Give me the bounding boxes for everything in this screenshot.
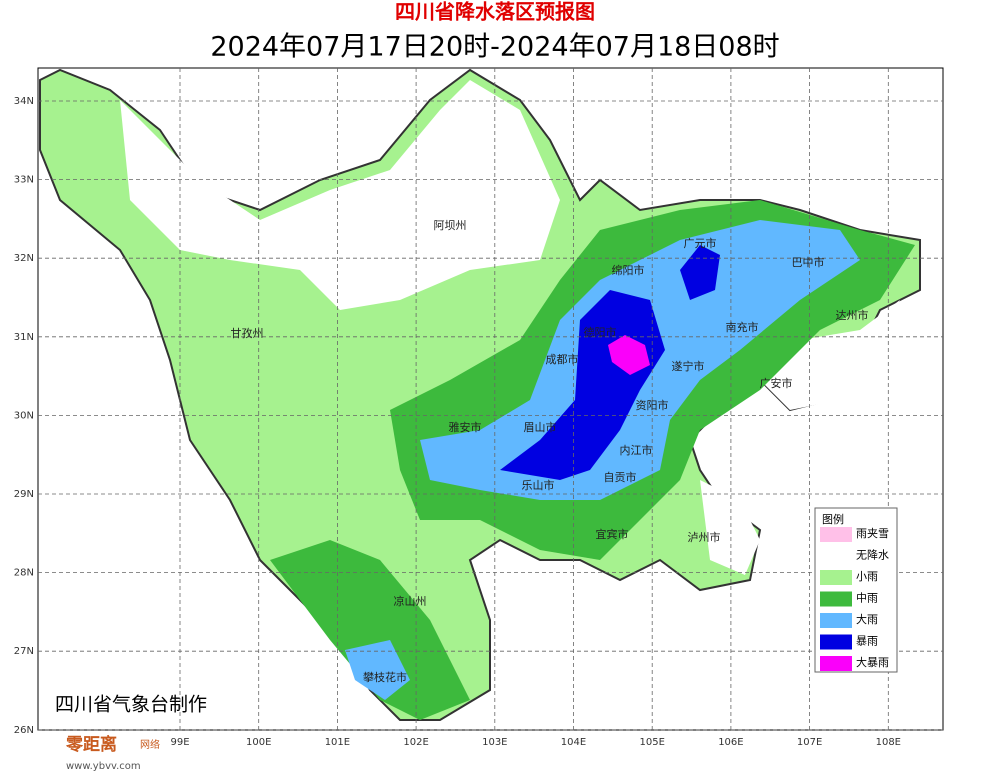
map-shapes bbox=[39, 68, 921, 721]
extreme-rainstorm-area bbox=[608, 335, 650, 375]
legend-label: 无降水 bbox=[856, 548, 889, 562]
place-label: 眉山市 bbox=[524, 420, 557, 434]
graticule: 99E 100E 101E 102E 103E 104E 105E 106E 107E 108E 2… bbox=[14, 68, 943, 748]
place-label: 自贡市 bbox=[604, 470, 637, 484]
legend-swatch bbox=[820, 570, 852, 585]
legend-label: 大雨 bbox=[856, 612, 878, 626]
place-label: 达州市 bbox=[836, 308, 869, 322]
place-label: 甘孜州 bbox=[231, 326, 264, 340]
credit: 四川省气象台制作 bbox=[55, 694, 207, 716]
place-label: 凉山州 bbox=[394, 594, 427, 608]
place-label: 阿坝州 bbox=[434, 218, 467, 232]
x-tick-label: 100E bbox=[246, 737, 271, 748]
y-tick-label: 26N bbox=[14, 725, 34, 736]
legend-swatch bbox=[820, 634, 852, 650]
heavy-rain-area bbox=[345, 640, 410, 700]
watermark-url: www.ybvv.com bbox=[66, 761, 141, 772]
legend-label: 小雨 bbox=[856, 570, 878, 583]
moderate-rain-area bbox=[270, 540, 470, 720]
place-label: 乐山市 bbox=[522, 478, 555, 492]
subtitle: 2024年07月17日20时-2024年07月18日08时 bbox=[210, 32, 779, 63]
legend-label: 雨夹雪 bbox=[856, 527, 889, 540]
y-tick-label: 28N bbox=[14, 568, 34, 579]
place-label: 内江市 bbox=[620, 443, 653, 457]
legend-title: 图例 bbox=[822, 512, 844, 526]
x-tick-label: 105E bbox=[639, 737, 664, 748]
place-label: 泸州市 bbox=[688, 530, 721, 544]
watermark: 零距离 网络 www.ybvv.com bbox=[65, 734, 160, 772]
title: 四川省降水落区预报图 bbox=[395, 0, 595, 24]
legend-label: 暴雨 bbox=[856, 635, 878, 648]
place-label: 德阳市 bbox=[584, 325, 617, 339]
legend-swatch bbox=[820, 613, 852, 628]
place-label: 巴中市 bbox=[792, 255, 825, 269]
place-label: 成都市 bbox=[546, 352, 579, 366]
place-label: 资阳市 bbox=[636, 398, 669, 412]
x-tick-label: 107E bbox=[797, 737, 822, 748]
place-label: 遂宁市 bbox=[672, 359, 705, 373]
place-label: 雅安市 bbox=[449, 420, 482, 434]
x-tick-label: 104E bbox=[561, 737, 586, 748]
x-tick-label: 108E bbox=[876, 737, 901, 748]
x-tick-label: 99E bbox=[170, 737, 189, 748]
place-label: 广元市 bbox=[684, 236, 717, 250]
legend-swatch bbox=[820, 656, 852, 671]
watermark-name: 零距离 bbox=[65, 734, 117, 755]
place-label: 广安市 bbox=[760, 376, 793, 390]
no-rain-area bbox=[700, 480, 760, 575]
y-tick-label: 29N bbox=[14, 489, 34, 500]
legend-swatch bbox=[820, 527, 852, 542]
x-tick-label: 106E bbox=[718, 737, 743, 748]
no-rain-area bbox=[120, 80, 560, 310]
y-tick-label: 30N bbox=[14, 410, 34, 421]
watermark-suffix: 网络 bbox=[140, 738, 160, 751]
y-tick-label: 27N bbox=[14, 646, 34, 657]
rainstorm-area bbox=[680, 245, 720, 300]
place-label: 攀枝花市 bbox=[363, 670, 407, 684]
legend-swatch bbox=[819, 548, 853, 564]
x-tick-label: 102E bbox=[403, 737, 428, 748]
place-label: 南充市 bbox=[726, 320, 759, 334]
no-rain-area bbox=[760, 300, 900, 410]
legend-swatch bbox=[820, 591, 852, 607]
legend-label: 中雨 bbox=[856, 592, 878, 605]
y-tick-label: 31N bbox=[14, 332, 34, 343]
x-tick-label: 101E bbox=[325, 737, 350, 748]
place-label: 绵阳市 bbox=[612, 263, 645, 277]
y-tick-label: 33N bbox=[14, 175, 34, 186]
x-tick-label: 103E bbox=[482, 737, 507, 748]
legend-label: 大暴雨 bbox=[856, 655, 889, 669]
y-tick-label: 32N bbox=[14, 253, 34, 264]
place-label: 宜宾市 bbox=[596, 527, 629, 541]
y-tick-label: 34N bbox=[14, 96, 34, 107]
